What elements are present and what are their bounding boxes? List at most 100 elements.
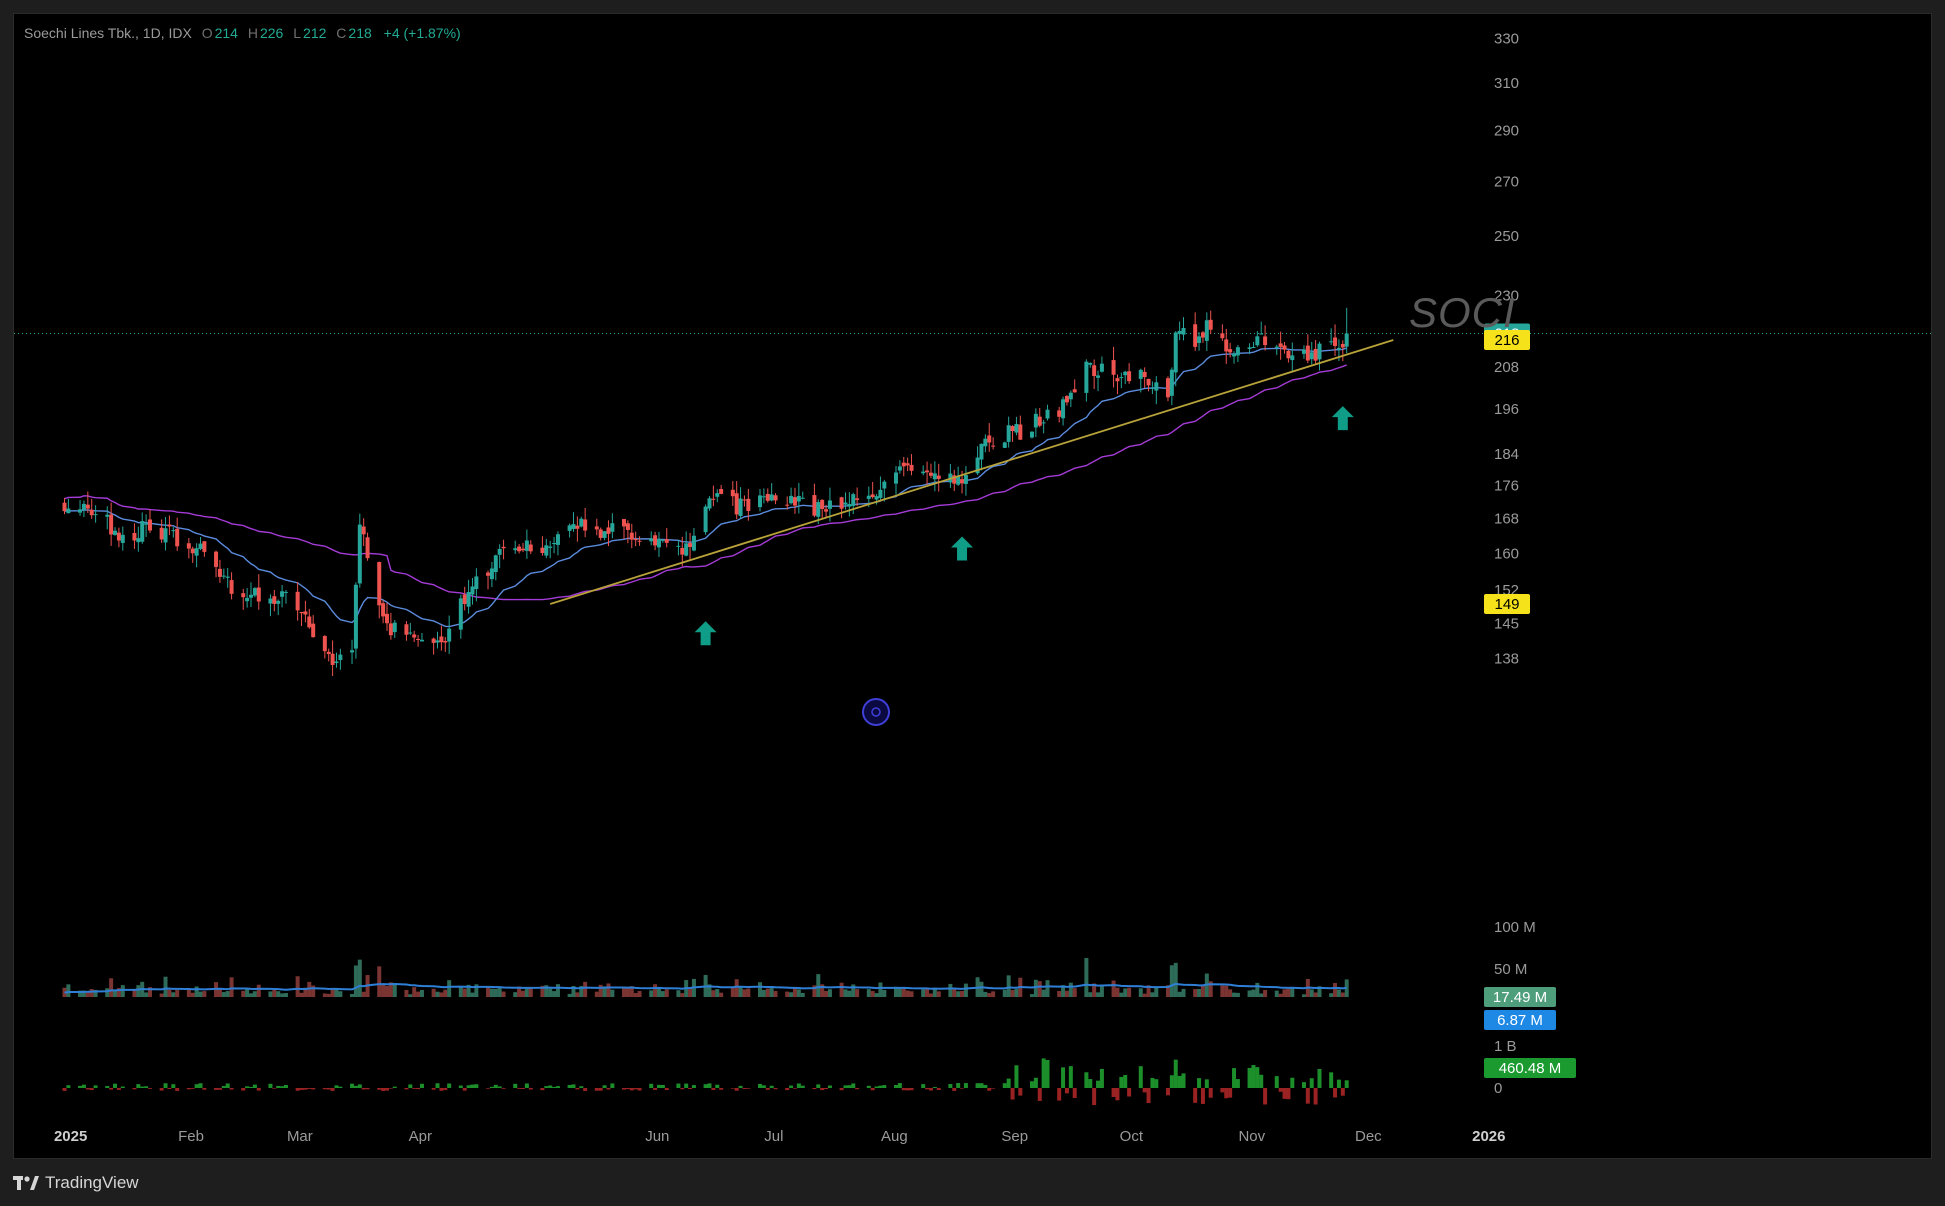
volume-bar — [633, 993, 638, 997]
candle-body — [816, 502, 821, 517]
flow-bar — [377, 1088, 382, 1090]
candle-body — [466, 592, 471, 607]
flow-bar — [1119, 1076, 1124, 1088]
flow-bar — [1208, 1088, 1213, 1098]
flow-bar — [147, 1088, 152, 1089]
candle-body — [742, 499, 747, 501]
flow-bar — [486, 1088, 491, 1089]
up-arrow-signal-icon — [1331, 406, 1354, 431]
flow-bar — [431, 1088, 436, 1090]
flow-bar — [792, 1088, 797, 1089]
price-axis-label-box — [1484, 330, 1530, 351]
flow-bar — [388, 1088, 393, 1089]
volume-bar — [789, 992, 794, 997]
candle-body — [303, 611, 308, 615]
candle-body — [295, 591, 300, 611]
flow-bar — [711, 1088, 716, 1091]
tradingview-logo-icon[interactable] — [13, 1175, 39, 1191]
flow-bar — [734, 1088, 739, 1091]
flow-bar — [1181, 1073, 1186, 1088]
time-axis-label: Feb — [178, 1128, 204, 1145]
candle-body — [773, 495, 778, 501]
volume-bar — [190, 992, 195, 997]
candle-body — [311, 623, 316, 638]
volume-bar — [1146, 985, 1151, 997]
candle-body — [1305, 345, 1310, 361]
candle-body — [353, 584, 358, 649]
volume-bar — [1096, 992, 1101, 997]
flow-bar — [524, 1083, 529, 1088]
volume-bar — [81, 990, 86, 997]
candle-body — [575, 525, 580, 529]
candle-body — [1336, 347, 1341, 350]
volume-bar — [571, 986, 576, 997]
flow-bar — [1340, 1088, 1345, 1096]
volume-bar — [812, 985, 817, 997]
volume-bar — [932, 987, 937, 997]
flow-bar — [715, 1084, 720, 1088]
candle-body — [684, 543, 689, 556]
candle-body — [758, 495, 762, 508]
volume-bar — [1255, 982, 1260, 997]
volume-bar — [544, 985, 549, 997]
flow-bar — [1259, 1074, 1264, 1088]
volume-bar — [758, 982, 762, 997]
candle-body — [416, 638, 421, 640]
flow-bar — [330, 1088, 335, 1091]
volume-bar — [245, 988, 250, 997]
flow-bar — [1037, 1088, 1042, 1101]
candle-body — [796, 495, 801, 502]
volume-bar — [295, 976, 300, 997]
volume-bar — [1340, 992, 1345, 997]
flow-bar — [758, 1083, 762, 1088]
candle-body — [109, 514, 114, 535]
candle-body — [1018, 424, 1023, 440]
flow-bar — [493, 1084, 498, 1088]
flow-bar — [579, 1086, 584, 1088]
candle-body — [1204, 320, 1209, 341]
chart-canvas[interactable]: 3303102902702502302081961841761681601521… — [14, 14, 1932, 1159]
volume-bar — [89, 989, 94, 997]
flow-bar — [105, 1085, 110, 1088]
flow-bar — [1197, 1078, 1202, 1088]
candle-body — [419, 639, 424, 642]
flow-bar — [571, 1084, 576, 1088]
flow-bar — [567, 1084, 572, 1088]
volume-bar — [474, 984, 479, 997]
flow-bar — [311, 1088, 316, 1090]
volume-bar — [136, 985, 141, 997]
flow-bar — [688, 1088, 693, 1090]
volume-bar — [1037, 981, 1042, 997]
flow-bar — [198, 1083, 203, 1088]
time-axis-label: Oct — [1120, 1128, 1144, 1145]
candle-body — [707, 498, 712, 509]
candle-body — [283, 591, 288, 593]
chart-frame[interactable]: 330 310 290 270 250 230 208 196 184 176 168 160 152 1… — [13, 13, 1932, 1159]
candle-body — [1193, 324, 1198, 347]
candle-body — [1197, 336, 1202, 343]
candle-body — [214, 551, 219, 567]
volume-bar — [583, 981, 588, 997]
flow-bar — [1127, 1088, 1132, 1097]
price-axis-label: 149 — [1494, 596, 1519, 613]
candle-body — [229, 580, 234, 594]
candle-body — [1045, 409, 1050, 419]
candle-body — [1092, 365, 1097, 376]
open-label: O — [201, 25, 213, 41]
flow-bar — [175, 1088, 180, 1091]
volume-bar — [326, 993, 331, 997]
marker-circle-icon — [871, 707, 881, 717]
volume-bar — [194, 986, 199, 997]
flow-bar — [517, 1088, 522, 1089]
candle-body — [458, 598, 463, 630]
volume-bar — [1010, 989, 1015, 997]
candle-body — [594, 526, 599, 530]
tradingview-brand[interactable]: TradingView — [45, 1173, 139, 1192]
flow-bar — [120, 1086, 125, 1088]
volume-bar — [816, 974, 821, 997]
candle-body — [583, 519, 588, 531]
volume-bar — [878, 982, 883, 997]
volume-bar — [249, 993, 254, 997]
candle-body — [882, 481, 887, 489]
flow-bar — [93, 1085, 98, 1088]
